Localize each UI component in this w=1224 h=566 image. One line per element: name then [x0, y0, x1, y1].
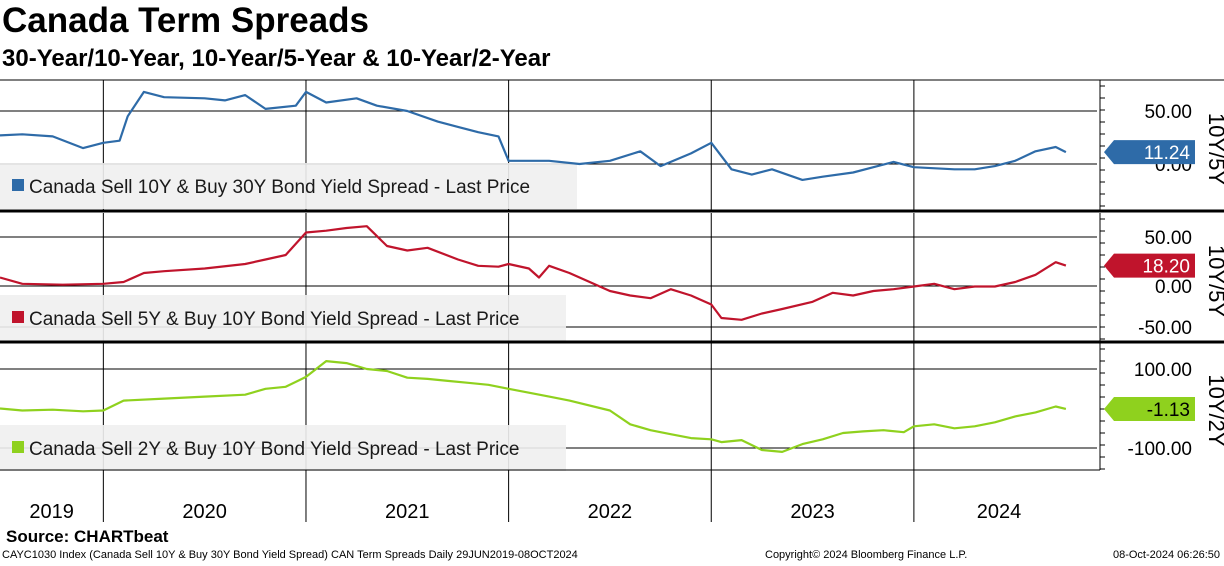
- footer-copyright: Copyright© 2024 Bloomberg Finance L.P.: [765, 549, 968, 561]
- legend-box: [0, 425, 566, 471]
- last-value-tag: [1104, 140, 1195, 165]
- series-line-panel3: [0, 360, 1067, 453]
- last-value-tag: [1104, 253, 1195, 278]
- legend-swatch: [12, 179, 24, 191]
- x-tick-label: 2023: [790, 501, 835, 523]
- x-tick-label: 2019: [29, 501, 74, 523]
- x-tick-label: 2024: [977, 501, 1022, 523]
- last-value-label: -1.13: [1147, 400, 1190, 421]
- y-tick-label: -50.00: [1138, 318, 1192, 339]
- series-line-panel2: [0, 225, 1067, 321]
- source-label: Source: CHARTbeat: [6, 527, 169, 546]
- y-tick-label: 0.00: [1155, 277, 1192, 298]
- footer-index-info: CAYC1030 Index (Canada Sell 10Y & Buy 30…: [2, 549, 578, 561]
- y-axis-title: 10Y/2Y: [1204, 374, 1224, 446]
- series-line-panel1: [0, 90, 1067, 181]
- x-tick-label: 2021: [385, 501, 430, 523]
- chart-title: Canada Term Spreads: [2, 1, 369, 40]
- legend-label: Canada Sell 5Y & Buy 10Y Bond Yield Spre…: [29, 309, 519, 330]
- legend-box: [0, 295, 566, 341]
- y-tick-label: 50.00: [1144, 228, 1192, 249]
- legend-swatch: [12, 441, 24, 453]
- y-tick-label: 100.00: [1134, 360, 1192, 381]
- y-tick-label: -100.00: [1128, 439, 1192, 460]
- chart-subtitle: 30-Year/10-Year, 10-Year/5-Year & 10-Yea…: [2, 45, 551, 72]
- footer-timestamp: 08-Oct-2024 06:26:50: [1112, 549, 1220, 561]
- legend-label: Canada Sell 10Y & Buy 30Y Bond Yield Spr…: [29, 177, 530, 198]
- y-axis-title: 10Y/5Y: [1204, 113, 1224, 185]
- last-value-label: 18.20: [1142, 257, 1190, 278]
- y-tick-label: 50.00: [1144, 102, 1192, 123]
- last-value-label: 11.24: [1144, 143, 1191, 164]
- x-tick-label: 2022: [588, 501, 633, 523]
- legend-box: [0, 163, 577, 209]
- x-tick-label: 2020: [182, 501, 227, 523]
- legend-label: Canada Sell 2Y & Buy 10Y Bond Yield Spre…: [29, 439, 519, 460]
- y-axis-title: 10Y/5Y: [1204, 245, 1224, 317]
- last-value-tag: [1104, 396, 1195, 421]
- legend-swatch: [12, 311, 24, 323]
